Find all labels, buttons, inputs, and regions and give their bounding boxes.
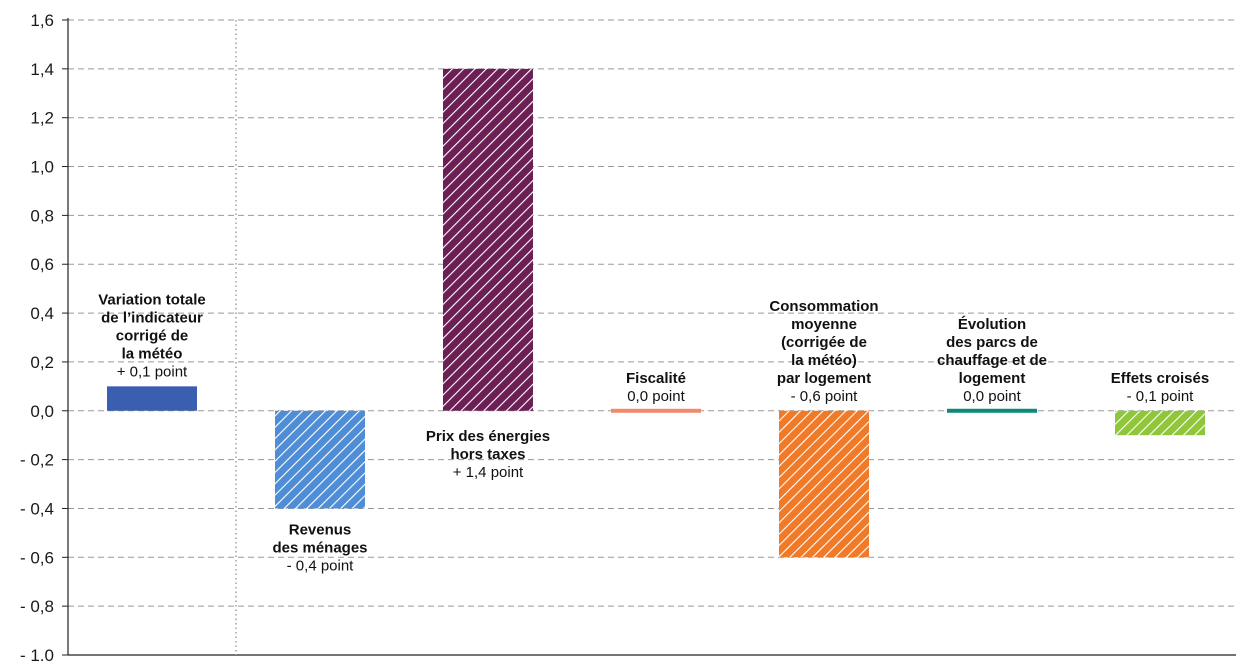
bar [275,410,365,509]
category-label: Prix des énergies [426,428,550,445]
y-tick-label: - 1,0 [20,646,54,661]
bar [443,68,533,411]
category-label: de l’indicateur [101,309,203,326]
y-tick-label: 0,2 [30,353,54,372]
grid-lines [68,19,1236,607]
value-label: 0,0 point [627,388,685,405]
value-label: + 1,4 point [453,464,524,481]
value-label: - 0,6 point [791,388,859,405]
category-label: Consommation [769,298,878,315]
category-label: des ménages [272,539,367,556]
axes: - 1,0 - 0,8 - 0,6 - 0,4 - 0,2 0,0 0,2 0,4 0,6 0,8… [20,11,1236,661]
y-tick-label: 1,2 [30,109,54,128]
category-label: par logement [777,370,871,387]
y-tick-label: - 0,8 [20,597,54,616]
y-tick-label: 1,6 [30,11,54,30]
category-label: la météo [122,345,183,362]
bars [107,68,1205,558]
bar [611,408,701,413]
category-label: des parcs de [946,334,1038,351]
bar [779,410,869,558]
y-tick-label: 0,8 [30,206,54,225]
category-label: (corrigée de [781,334,867,351]
category-label: Revenus [289,521,352,538]
category-label: la météo) [791,352,857,369]
bar [107,386,197,411]
category-label: logement [959,370,1026,387]
bar [1115,410,1205,436]
category-label: chauffage et de [937,352,1047,369]
y-tick-label: 1,4 [30,60,54,79]
y-tick-label: 0,4 [30,304,54,323]
category-label: corrigé de [116,327,189,344]
value-label: 0,0 point [963,388,1021,405]
category-label: Fiscalité [626,370,686,387]
category-label: hors taxes [450,446,525,463]
value-label: + 0,1 point [117,363,188,380]
y-tick-label: - 0,4 [20,499,54,518]
y-tick-label: - 0,6 [20,548,54,567]
y-tick-label: 1,0 [30,158,54,177]
category-label: Variation totale [98,291,206,308]
y-tick-label: - 0,2 [20,451,54,470]
value-label: - 0,4 point [287,557,355,574]
bar [947,408,1037,413]
category-label: Évolution [958,316,1026,333]
y-tick-label: 0,0 [30,402,54,421]
value-label: - 0,1 point [1127,388,1195,405]
category-label: moyenne [791,316,857,333]
y-tick-label: 0,6 [30,255,54,274]
category-label: Effets croisés [1111,370,1209,387]
